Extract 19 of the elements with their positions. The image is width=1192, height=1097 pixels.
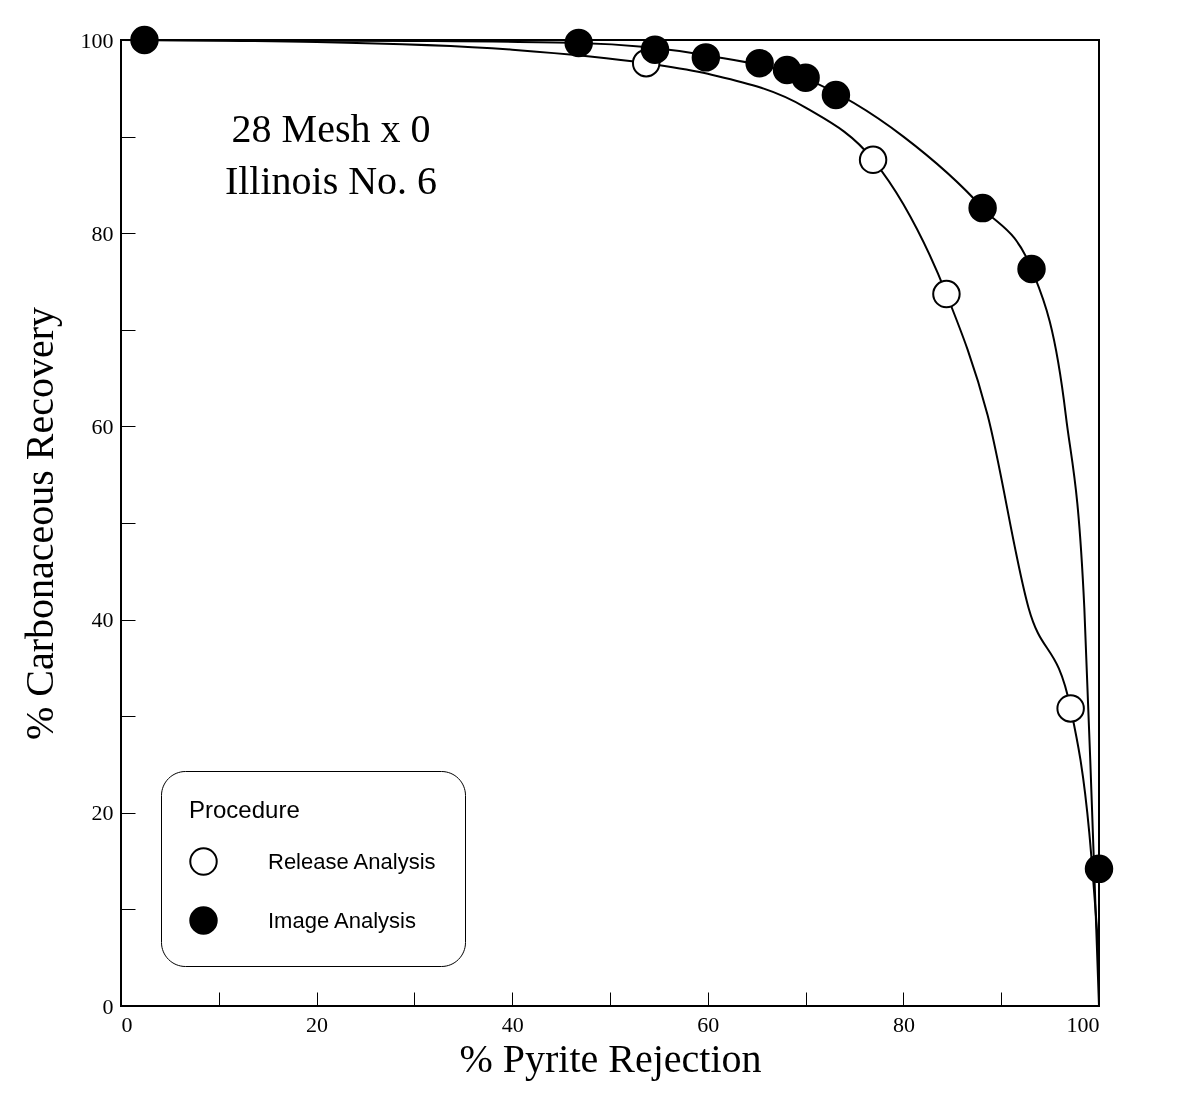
x-tick-label: 20 bbox=[306, 1011, 329, 1037]
annotation: 28 Mesh x 0 bbox=[231, 106, 431, 151]
legend-label: Image Analysis bbox=[268, 907, 416, 933]
x-tick-label: 40 bbox=[501, 1011, 524, 1037]
y-tick-label: 40 bbox=[91, 607, 114, 633]
legend-label: Release Analysis bbox=[268, 848, 436, 874]
x-axis-title: % Pyrite Rejection bbox=[459, 1035, 762, 1081]
y-tick-label: 100 bbox=[80, 27, 114, 53]
x-tick-label: 60 bbox=[697, 1011, 720, 1037]
x-tick-label: 0 bbox=[121, 1011, 133, 1037]
x-tick-label: 100 bbox=[1066, 1011, 1100, 1037]
annotation: Illinois No. 6 bbox=[224, 158, 438, 203]
y-tick-label: 20 bbox=[91, 800, 114, 826]
y-axis-title: % Carbonaceous Recovery bbox=[16, 306, 62, 741]
y-tick-label: 80 bbox=[91, 220, 114, 246]
x-tick-label: 80 bbox=[892, 1011, 915, 1037]
y-tick-label: 60 bbox=[91, 413, 114, 439]
legend-title: Procedure bbox=[189, 796, 300, 823]
y-tick-label: 0 bbox=[102, 993, 114, 1019]
